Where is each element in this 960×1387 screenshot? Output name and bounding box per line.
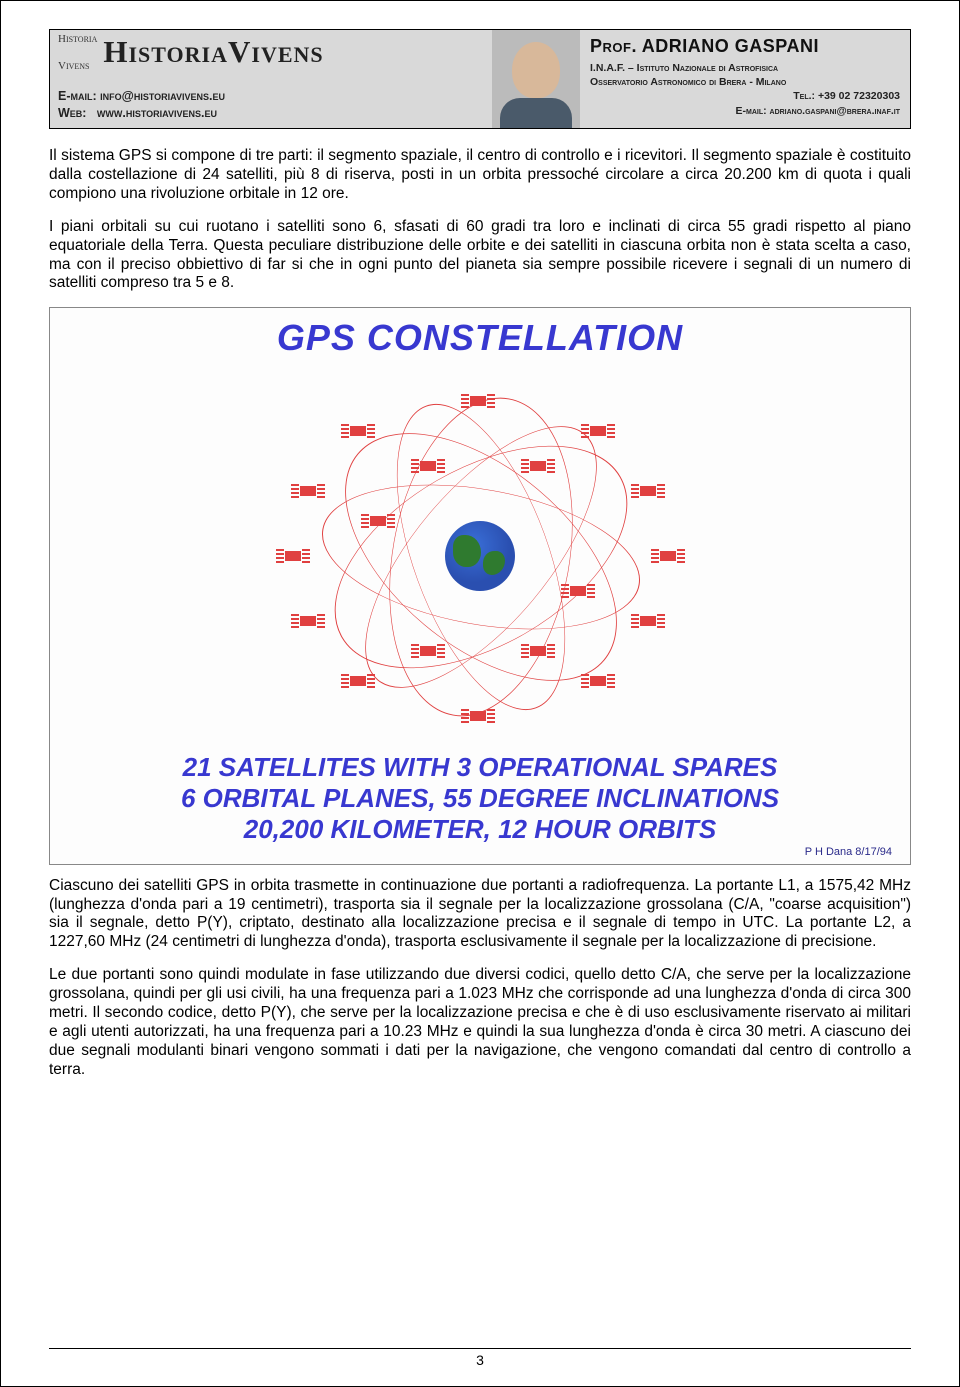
figure-caption-1: 21 SATELLITES WITH 3 OPERATIONAL SPARES <box>68 752 892 783</box>
prof-inst1: I.N.A.F. – Istituto Nazionale di Astrofi… <box>590 61 900 75</box>
prof-email: E-mail: adriano.gaspani@brera.inaf.it <box>590 104 900 118</box>
satellite-icon <box>640 616 656 626</box>
email-label: E-mail: <box>58 89 97 103</box>
figure-diagram <box>270 366 690 746</box>
satellite-icon <box>530 461 546 471</box>
satellite-icon <box>350 676 366 686</box>
figure-caption-2: 6 ORBITAL PLANES, 55 DEGREE INCLINATIONS <box>68 783 892 814</box>
header-contact: E-mail: info@historiavivens.eu Web: www.… <box>58 88 484 122</box>
satellite-icon <box>420 646 436 656</box>
satellite-icon <box>300 486 316 496</box>
web-value: www.historiavivens.eu <box>97 106 217 120</box>
satellite-icon <box>420 461 436 471</box>
satellite-icon <box>660 551 676 561</box>
satellite-icon <box>570 586 586 596</box>
brand-big: HistoriaVivens <box>103 34 323 70</box>
satellite-icon <box>590 676 606 686</box>
satellite-icon <box>285 551 301 561</box>
brand-small-top: Historia <box>58 34 97 45</box>
satellite-icon <box>530 646 546 656</box>
page: Historia Vivens HistoriaVivens E-mail: i… <box>0 0 960 1387</box>
brand-small-bottom: Vivens <box>58 61 97 72</box>
satellite-icon <box>300 616 316 626</box>
satellite-icon <box>470 396 486 406</box>
figure-credit: P H Dana 8/17/94 <box>68 846 892 859</box>
page-footer: 3 <box>49 1348 911 1370</box>
header-photo <box>492 30 580 128</box>
satellite-icon <box>470 711 486 721</box>
paragraph-2: I piani orbitali su cui ruotano i satell… <box>49 218 911 294</box>
paragraph-3: Ciascuno dei satelliti GPS in orbita tra… <box>49 877 911 953</box>
gps-figure: GPS CONSTELLATION <box>49 307 911 864</box>
satellite-icon <box>350 426 366 436</box>
header-banner: Historia Vivens HistoriaVivens E-mail: i… <box>49 29 911 129</box>
prof-tel: Tel.: +39 02 72320303 <box>590 89 900 103</box>
satellite-icon <box>370 516 386 526</box>
satellite-icon <box>590 426 606 436</box>
satellite-icon <box>640 486 656 496</box>
body-text: Il sistema GPS si compone di tre parti: … <box>49 147 911 1080</box>
paragraph-4: Le due portanti sono quindi modulate in … <box>49 966 911 1079</box>
header-left: Historia Vivens HistoriaVivens E-mail: i… <box>50 30 492 128</box>
figure-caption-3: 20,200 KILOMETER, 12 HOUR ORBITS <box>68 814 892 845</box>
header-right: Prof. ADRIANO GASPANI I.N.A.F. – Istitut… <box>580 30 910 128</box>
web-label: Web: <box>58 106 86 120</box>
email-value: info@historiavivens.eu <box>100 89 225 103</box>
paragraph-1: Il sistema GPS si compone di tre parti: … <box>49 147 911 204</box>
footer-rule <box>49 1348 911 1349</box>
figure-title: GPS CONSTELLATION <box>68 316 892 360</box>
earth-icon <box>445 521 515 591</box>
prof-inst2: Osservatorio Astronomico di Brera - Mila… <box>590 75 900 89</box>
prof-name: Prof. ADRIANO GASPANI <box>590 36 900 57</box>
page-number: 3 <box>476 1352 484 1368</box>
